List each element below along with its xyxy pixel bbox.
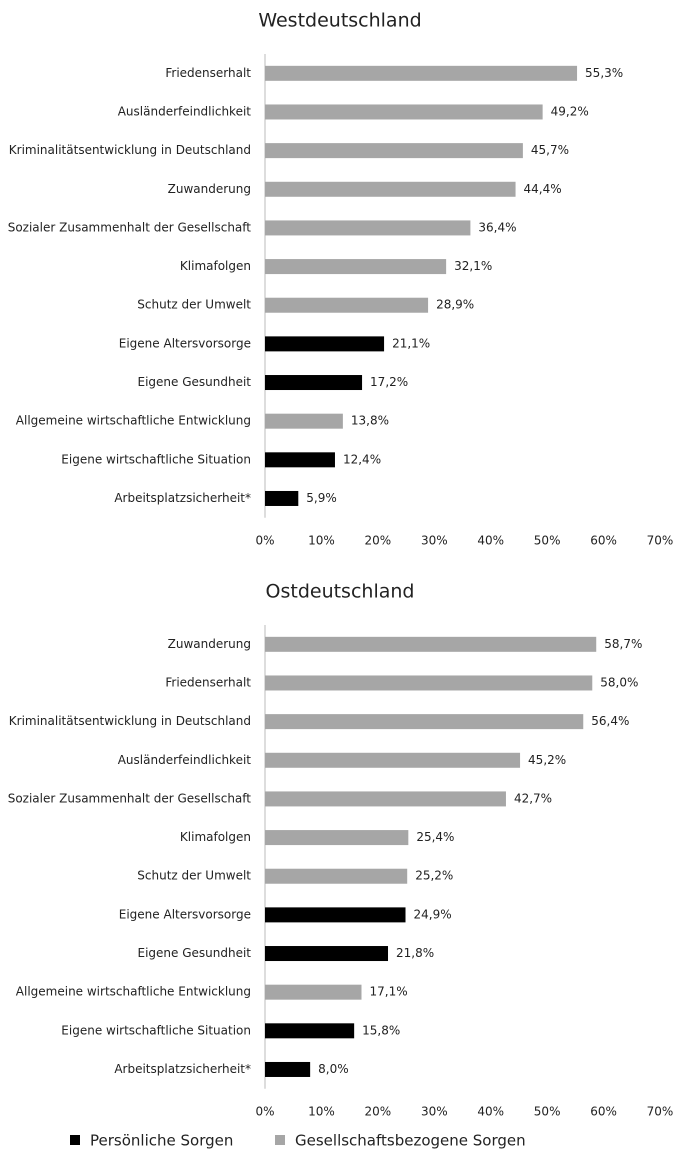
category-label: Zuwanderung xyxy=(168,182,251,196)
category-label: Schutz der Umwelt xyxy=(137,869,251,883)
bar xyxy=(265,675,593,691)
category-label: Arbeitsplatzsicherheit* xyxy=(114,491,251,505)
bar xyxy=(265,104,543,120)
value-label: 56,4% xyxy=(591,714,629,728)
bar xyxy=(265,413,343,429)
bar xyxy=(265,714,584,730)
value-label: 58,7% xyxy=(604,637,642,651)
value-label: 12,4% xyxy=(343,452,381,466)
category-label: Eigene wirtschaftliche Situation xyxy=(61,452,251,466)
category-label: Klimafolgen xyxy=(180,259,251,273)
category-label: Friedenserhalt xyxy=(165,675,251,689)
bar xyxy=(265,868,408,884)
value-label: 24,9% xyxy=(414,907,452,921)
category-label: Eigene wirtschaftliche Situation xyxy=(61,1023,251,1037)
category-label: Eigene Gesundheit xyxy=(137,375,251,389)
legend-marker xyxy=(70,1135,80,1145)
x-tick-label: 20% xyxy=(365,533,392,547)
bar xyxy=(265,752,521,768)
x-tick-label: 60% xyxy=(590,533,617,547)
category-label: Allgemeine wirtschaftliche Entwicklung xyxy=(16,985,251,999)
value-label: 25,2% xyxy=(415,869,453,883)
category-label: Sozialer Zusammenhalt der Gesellschaft xyxy=(8,791,252,805)
value-label: 25,4% xyxy=(416,830,454,844)
bar xyxy=(265,452,335,468)
x-tick-label: 50% xyxy=(534,533,561,547)
value-label: 45,2% xyxy=(528,753,566,767)
bar xyxy=(265,375,363,391)
x-tick-label: 70% xyxy=(647,1104,674,1118)
bar xyxy=(265,490,299,506)
x-tick-label: 0% xyxy=(255,1104,274,1118)
x-tick-label: 60% xyxy=(590,1104,617,1118)
bar xyxy=(265,220,471,236)
value-label: 5,9% xyxy=(306,491,337,505)
category-label: Kriminalitätsentwicklung in Deutschland xyxy=(9,143,251,157)
bar xyxy=(265,336,385,352)
category-label: Ausländerfeindlichkeit xyxy=(118,753,252,767)
legend-label: Persönliche Sorgen xyxy=(90,1132,233,1150)
bar xyxy=(265,1023,355,1039)
value-label: 15,8% xyxy=(362,1023,400,1037)
category-label: Sozialer Zusammenhalt der Gesellschaft xyxy=(8,220,252,234)
bar xyxy=(265,65,578,81)
x-tick-label: 10% xyxy=(308,1104,335,1118)
bar xyxy=(265,143,523,159)
x-tick-label: 40% xyxy=(477,1104,504,1118)
category-label: Friedenserhalt xyxy=(165,66,251,80)
value-label: 49,2% xyxy=(551,104,589,118)
chart-title: Ostdeutschland xyxy=(266,581,415,603)
x-tick-label: 40% xyxy=(477,533,504,547)
value-label: 17,1% xyxy=(369,985,407,999)
category-label: Ausländerfeindlichkeit xyxy=(118,104,252,118)
bar xyxy=(265,907,406,923)
legend-label: Gesellschaftsbezogene Sorgen xyxy=(295,1132,526,1150)
bar xyxy=(265,297,429,313)
value-label: 45,7% xyxy=(531,143,569,157)
category-label: Eigene Altersvorsorge xyxy=(119,336,251,350)
value-label: 28,9% xyxy=(436,298,474,312)
value-label: 36,4% xyxy=(478,220,516,234)
value-label: 44,4% xyxy=(524,182,562,196)
bar xyxy=(265,636,597,652)
category-label: Schutz der Umwelt xyxy=(137,298,251,312)
bar xyxy=(265,791,506,807)
bar xyxy=(265,946,389,962)
category-label: Eigene Altersvorsorge xyxy=(119,907,251,921)
category-label: Allgemeine wirtschaftliche Entwicklung xyxy=(16,414,251,428)
value-label: 21,1% xyxy=(392,336,430,350)
x-tick-label: 0% xyxy=(255,533,274,547)
value-label: 42,7% xyxy=(514,791,552,805)
value-label: 58,0% xyxy=(600,675,638,689)
bar xyxy=(265,830,409,846)
value-label: 32,1% xyxy=(454,259,492,273)
category-label: Zuwanderung xyxy=(168,637,251,651)
category-label: Klimafolgen xyxy=(180,830,251,844)
x-tick-label: 50% xyxy=(534,1104,561,1118)
x-tick-label: 30% xyxy=(421,533,448,547)
x-tick-label: 70% xyxy=(647,533,674,547)
x-tick-label: 10% xyxy=(308,533,335,547)
bar xyxy=(265,259,447,275)
category-label: Kriminalitätsentwicklung in Deutschland xyxy=(9,714,251,728)
bar xyxy=(265,1061,311,1077)
value-label: 55,3% xyxy=(585,66,623,80)
bar xyxy=(265,181,516,197)
category-label: Arbeitsplatzsicherheit* xyxy=(114,1062,251,1076)
legend-marker xyxy=(275,1135,285,1145)
value-label: 17,2% xyxy=(370,375,408,389)
chart-title: Westdeutschland xyxy=(258,10,421,32)
bar xyxy=(265,984,362,1000)
category-label: Eigene Gesundheit xyxy=(137,946,251,960)
value-label: 13,8% xyxy=(351,414,389,428)
x-tick-label: 20% xyxy=(365,1104,392,1118)
value-label: 8,0% xyxy=(318,1062,349,1076)
x-tick-label: 30% xyxy=(421,1104,448,1118)
value-label: 21,8% xyxy=(396,946,434,960)
